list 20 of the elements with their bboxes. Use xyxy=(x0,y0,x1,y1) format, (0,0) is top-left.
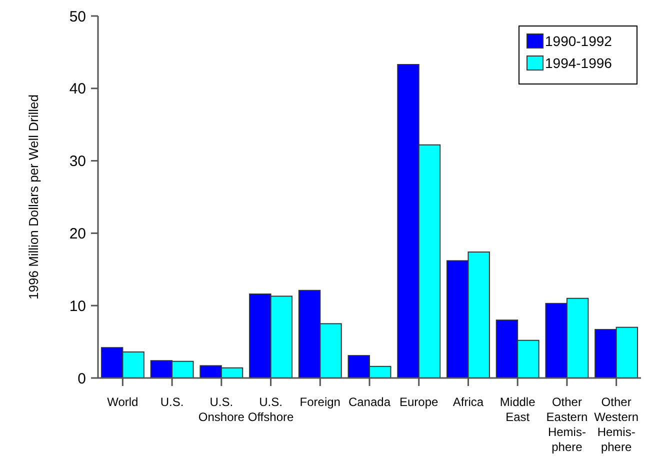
y-tick-label: 30 xyxy=(69,153,86,170)
y-tick-label: 50 xyxy=(69,8,86,26)
y-axis-title: 1996 Million Dollars per Well Drilled xyxy=(26,94,41,300)
y-tick-label: 10 xyxy=(69,298,86,315)
x-tick-label: Canada xyxy=(348,395,391,409)
x-tick-label: Africa xyxy=(452,395,484,409)
legend-label: 1990-1992 xyxy=(545,32,612,49)
y-tick-label: 0 xyxy=(78,370,86,388)
x-tick-label: U.S. Offshore xyxy=(248,395,294,424)
x-tick-label: Europe xyxy=(400,395,439,409)
x-tick-label: Foreign xyxy=(300,395,340,409)
x-tick-label: U.S. Onshore xyxy=(198,395,245,424)
y-tick-label: 20 xyxy=(69,225,86,242)
x-tick-label: World xyxy=(107,395,138,409)
legend-label: 1994-1996 xyxy=(545,54,612,71)
x-tick-label: Other Eastern Hemis- phere xyxy=(546,395,588,454)
x-tick-label: Middle East xyxy=(500,395,536,424)
y-tick-label: 40 xyxy=(69,80,86,98)
x-tick-label: Other Western Hemis- phere xyxy=(594,395,639,454)
x-tick-label: U.S. xyxy=(160,395,184,409)
